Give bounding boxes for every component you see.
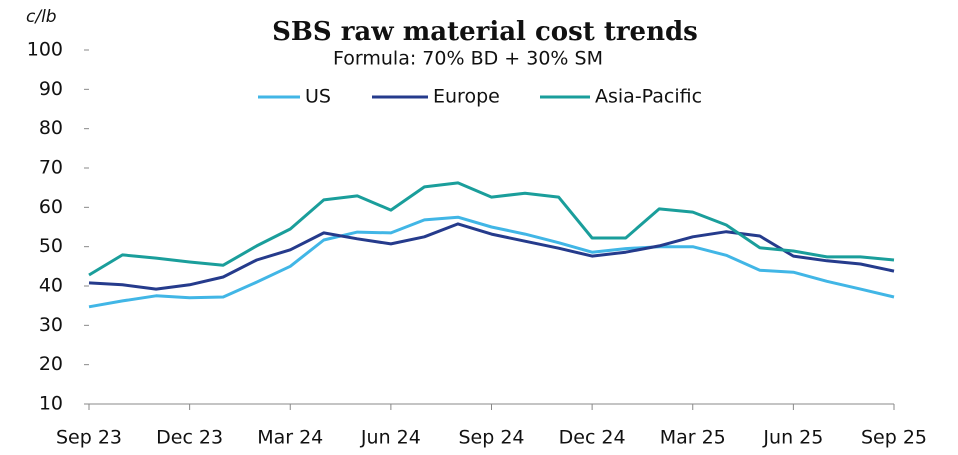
y-tick-label: 90	[39, 78, 63, 100]
line-series	[88, 215, 895, 309]
x-tick-label: Sep 25	[861, 427, 927, 449]
x-tick-label: Mar 24	[257, 427, 323, 449]
y-tick-label: 100	[27, 39, 63, 61]
x-tick-label: Mar 25	[660, 427, 726, 449]
x-tick-label: Sep 24	[458, 427, 524, 449]
y-tick-label: 50	[39, 235, 63, 257]
legend-label: US	[305, 86, 331, 108]
x-tick-label: Dec 24	[559, 427, 626, 449]
y-tick-label: 20	[39, 353, 63, 375]
chart-title: SBS raw material cost trends	[272, 17, 698, 47]
y-tick-label: 40	[39, 275, 63, 297]
x-tick-label: Jun 24	[360, 427, 421, 449]
x-tick-label: Dec 23	[156, 427, 223, 449]
x-tick-label: Sep 23	[56, 427, 122, 449]
legend-label: Asia-Pacific	[595, 86, 702, 108]
x-tick-label: Jun 25	[762, 427, 823, 449]
y-axis-unit: c/lb	[26, 7, 57, 27]
y-tick-label: 70	[39, 157, 63, 179]
y-tick-label: 10	[39, 393, 63, 415]
y-tick-label: 60	[39, 196, 63, 218]
chart-subtitle: Formula: 70% BD + 30% SM	[333, 48, 603, 70]
line-series	[88, 181, 895, 277]
legend-label: Europe	[433, 86, 500, 108]
y-tick-label: 80	[39, 117, 63, 139]
y-tick-label: 30	[39, 314, 63, 336]
line-series	[88, 222, 895, 291]
